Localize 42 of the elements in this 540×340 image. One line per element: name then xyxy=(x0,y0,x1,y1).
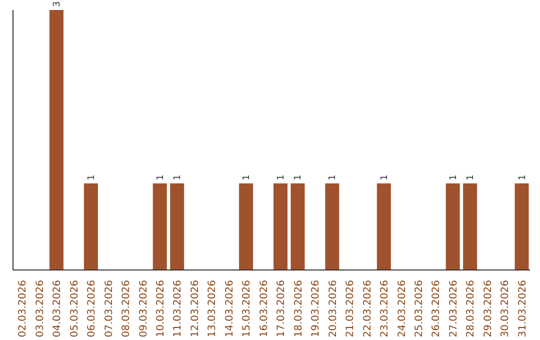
data-label: 1 xyxy=(518,174,528,180)
x-tick-label: 11.03.2026 xyxy=(172,280,184,338)
x-tick-label: 16.03.2026 xyxy=(258,280,270,338)
x-tick-label: 26.03.2026 xyxy=(431,280,442,338)
data-label: 1 xyxy=(173,174,184,180)
x-tick-label: 31.03.2026 xyxy=(517,280,528,338)
x-tick-label: 29.03.2026 xyxy=(482,280,494,338)
x-tick-label: 03.03.2026 xyxy=(34,280,46,338)
data-label: 1 xyxy=(276,174,286,180)
x-tick-label: 04.03.2026 xyxy=(52,280,64,338)
data-label: 1 xyxy=(86,174,97,180)
data-label: 1 xyxy=(294,174,304,180)
x-tick-label: 28.03.2026 xyxy=(466,280,477,338)
x-tick-label: 23.03.2026 xyxy=(380,280,391,338)
x-tick-label: 06.03.2026 xyxy=(86,280,98,338)
x-tick-label: 05.03.2026 xyxy=(69,280,80,338)
x-tick-label: 07.03.2026 xyxy=(104,280,115,338)
x-tick-label: 27.03.2026 xyxy=(448,280,460,338)
x-tick-label: 15.03.2026 xyxy=(242,280,253,338)
x-tick-label: 20.03.2026 xyxy=(328,280,339,338)
x-tick-label: 10.03.2026 xyxy=(155,280,166,338)
data-label: 1 xyxy=(466,174,476,180)
x-tick-label: 12.03.2026 xyxy=(190,280,201,338)
x-tick-label: 19.03.2026 xyxy=(310,280,322,338)
x-tick-label: 30.03.2026 xyxy=(500,280,512,338)
data-label: 1 xyxy=(448,174,459,180)
x-tick-label: 24.03.2026 xyxy=(396,280,408,338)
data-label: 1 xyxy=(380,174,390,180)
data-label: 1 xyxy=(328,174,338,180)
x-tick-label: 09.03.2026 xyxy=(138,280,150,338)
data-label: 1 xyxy=(242,174,252,180)
x-tick-label: 14.03.2026 xyxy=(224,280,236,338)
data-label: 1 xyxy=(156,174,166,180)
x-tick-label: 18.03.2026 xyxy=(293,280,304,338)
x-tick-label: 02.03.2026 xyxy=(18,280,29,338)
x-tick-label: 17.03.2026 xyxy=(276,280,288,338)
x-tick-label: 25.03.2026 xyxy=(414,280,425,338)
x-tick-label: 21.03.2026 xyxy=(345,280,356,338)
x-tick-label: 08.03.2026 xyxy=(121,280,132,338)
x-tick-label: 13.03.2026 xyxy=(207,280,218,338)
x-tick-label: 22.03.2026 xyxy=(362,280,374,338)
data-label: 3 xyxy=(52,1,62,7)
